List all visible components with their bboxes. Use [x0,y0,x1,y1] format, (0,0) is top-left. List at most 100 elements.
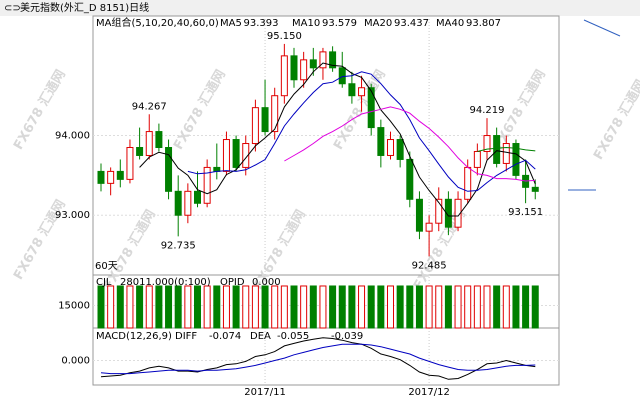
volume-bar [502,285,510,329]
legend-name: MA5 [220,18,242,29]
candle-body [406,158,414,200]
ma-line [284,106,536,182]
legend-name: MA10 [292,18,320,29]
extreme-label: 93.151 [508,207,543,218]
volume-bar [126,285,134,329]
volume-bar [174,285,182,329]
volume-bar [435,285,443,329]
volume-bar [425,285,433,329]
candle-body [194,190,201,204]
candle-body [271,95,279,133]
volume-bar [184,285,192,329]
candle-body [116,170,124,180]
candle-body [387,139,394,156]
volume-bar [387,285,394,329]
candle-body [222,139,230,172]
legend-name: MA40 [436,18,464,29]
candle-body [415,198,423,232]
legend-value: 93.437 [394,18,429,29]
legend-value: -0.055 [277,331,309,342]
volume-bar [358,285,366,329]
candle-body [493,135,501,164]
candle-body [290,55,298,81]
volume-bar [493,285,501,329]
legend-name: DIFF [175,331,197,342]
volume-bar [194,285,201,329]
panel-title: MACD(12,26,9) [96,331,172,342]
volume-bar [454,285,462,329]
header-bar [0,0,640,16]
volume-bar [329,285,337,329]
volume-bar [232,285,240,329]
candle-body [261,107,269,133]
candle-body [309,59,317,69]
volume-bar [406,285,414,329]
candle-body [97,170,105,184]
volume-bar [165,285,173,329]
legend-title: MA组合(5,10,20,40,60,0) [96,16,219,29]
ma-line [187,71,536,192]
ma-line [477,146,536,152]
panel-value: 28011.000(0:100) [120,277,211,288]
candle-body [358,87,366,97]
volume-bar [512,285,520,329]
volume-bar [309,285,317,329]
volume-bar [348,285,356,329]
extreme-label: 92.485 [412,260,447,271]
volume-bar [261,285,269,329]
candle-body [338,67,346,85]
decor-line [583,19,621,37]
x-tick-label: 2017/11 [244,387,286,398]
volume-bar [136,285,144,329]
candle-body [107,170,115,184]
panel-extra-value: 0.000 [252,277,281,288]
volume-bar [222,285,230,329]
volume-bar [271,285,279,329]
candle-body [377,127,385,156]
candle-body [203,166,211,204]
y-tick-label: 93.000 [55,210,90,221]
candle-body [232,139,240,168]
extreme-label: 95.150 [267,31,302,42]
volume-bar [522,285,530,329]
candle-body [251,107,259,145]
candle-body [348,83,356,97]
volume-bar [203,285,211,329]
watermark: FX678 汇通网 [590,77,640,163]
legend-value: 93.393 [244,18,279,29]
volume-bar [531,285,539,329]
candle-body [454,198,462,228]
candle-body [145,131,153,156]
period-label: 60天 [95,261,118,272]
candle-body [280,55,288,97]
header-title: 美元指数(外汇_D 8151)日线 [20,1,149,14]
legend-name: DEA [250,331,271,342]
candle-body [242,143,250,168]
extreme-label: 94.219 [470,105,505,116]
legend-value: 93.579 [322,18,357,29]
volume-bar [483,285,491,329]
volume-bar [319,285,327,329]
candle-body [165,147,173,192]
volume-bar [145,285,153,329]
volume-bar [280,285,288,329]
candle-body [425,222,433,232]
panel-title: CJL [96,277,112,288]
candle-body [444,198,452,228]
candle-body [367,87,375,129]
volume-bar [290,285,298,329]
y-tick-label: 94.000 [55,131,90,142]
volume-bar [444,285,452,329]
candle-body [136,147,144,156]
volume-bar [300,285,308,329]
volume-bar [107,285,115,329]
extreme-label: 92.735 [161,240,196,251]
candle-body [300,59,308,81]
candle-body [464,166,472,200]
volume-bar [415,285,423,329]
candle-body [502,143,510,164]
volume-bar [155,285,163,329]
candle-body [319,51,327,69]
candle-body [483,135,491,152]
volume-bar [396,285,404,329]
